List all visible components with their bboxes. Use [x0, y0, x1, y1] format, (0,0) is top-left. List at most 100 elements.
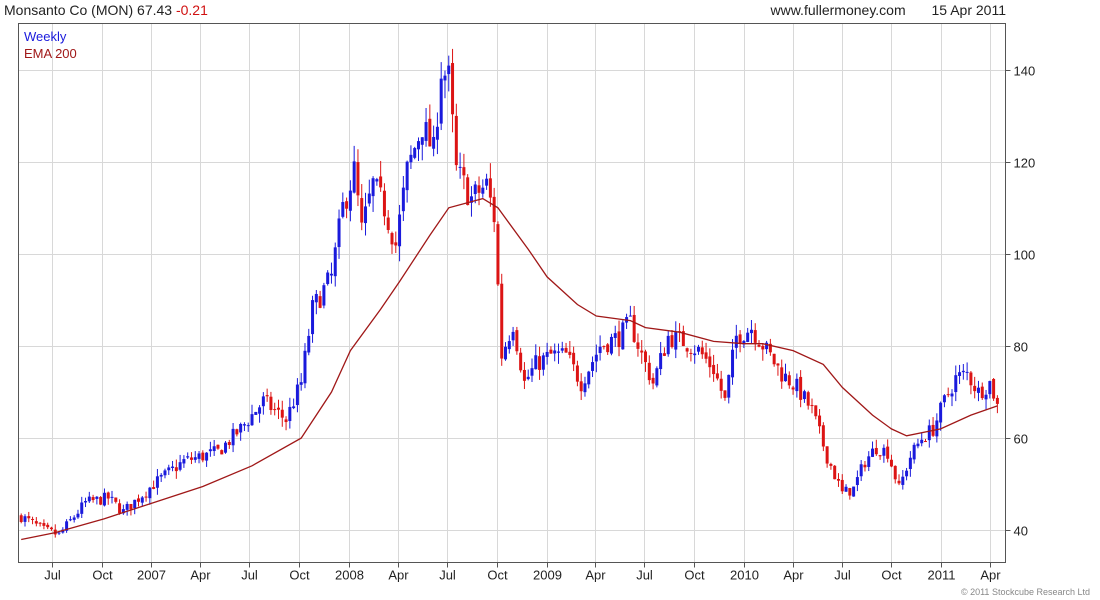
candle: [802, 389, 806, 403]
candle: [424, 108, 428, 147]
candle: [753, 323, 757, 351]
candle: [454, 103, 458, 171]
candle: [311, 295, 315, 343]
symbol-price: Monsanto Co (MON) 67.43: [4, 2, 173, 18]
candle: [492, 187, 496, 233]
candle: [23, 514, 27, 527]
candle: [575, 360, 579, 387]
x-tick-label: Oct: [92, 568, 113, 583]
candle: [152, 480, 156, 490]
candle: [189, 452, 193, 465]
candle: [761, 343, 765, 361]
candle: [840, 474, 844, 494]
candle: [110, 490, 114, 504]
candle: [916, 438, 920, 449]
candle: [795, 373, 799, 398]
candle: [288, 397, 292, 429]
candle: [889, 454, 893, 468]
y-axis: 40 60 80 100 120 140: [1005, 64, 1036, 539]
candle: [65, 519, 69, 533]
candle: [946, 387, 950, 398]
legend-weekly: Weekly: [24, 29, 67, 44]
candle: [935, 413, 939, 443]
candle: [908, 451, 912, 477]
candle: [810, 398, 814, 414]
source-site: www.fullermoney.com: [770, 2, 906, 18]
candle: [500, 273, 504, 366]
candle: [435, 112, 439, 155]
ema-200-line: [21, 197, 998, 541]
candle: [91, 494, 95, 503]
candle: [965, 362, 969, 381]
candle: [413, 146, 417, 160]
x-tick-label: Oct: [487, 568, 508, 583]
candle: [239, 422, 243, 441]
candle: [992, 378, 996, 401]
candle: [254, 411, 258, 415]
candle: [942, 394, 946, 408]
candle: [167, 464, 171, 475]
candle: [416, 137, 420, 161]
candle: [246, 422, 250, 432]
candle: [398, 204, 402, 262]
copyright-notice: © 2011 Stockcube Research Ltd: [960, 587, 1090, 597]
candle: [920, 432, 924, 447]
candle: [731, 339, 735, 385]
candle: [481, 179, 485, 198]
candle: [197, 451, 201, 464]
candle: [927, 419, 931, 448]
candle: [193, 451, 197, 463]
candle: [784, 363, 788, 382]
candle: [307, 328, 311, 356]
candle: [583, 376, 587, 397]
candle: [821, 422, 825, 452]
candle: [140, 495, 144, 507]
candle: [825, 446, 829, 468]
candle: [352, 145, 356, 194]
candle: [606, 343, 610, 355]
candle: [719, 370, 723, 399]
candle: [954, 365, 958, 402]
chart-title: Monsanto Co (MON) 67.43 -0.21: [4, 2, 208, 18]
x-tick-label: Jul: [636, 568, 653, 583]
x-tick-label: Jul: [439, 568, 456, 583]
candle: [114, 497, 118, 504]
candle: [700, 340, 704, 359]
candle: [314, 289, 318, 315]
candle: [852, 486, 856, 497]
candle: [613, 325, 617, 347]
candle: [42, 519, 46, 530]
candle: [299, 373, 303, 391]
candle: [208, 441, 212, 457]
candle: [511, 326, 515, 346]
candle: [451, 48, 455, 133]
candle: [984, 389, 988, 410]
x-tick-label: Jul: [241, 568, 258, 583]
candle: [704, 342, 708, 364]
candle: [53, 524, 57, 538]
candle: [973, 376, 977, 399]
candle: [961, 364, 965, 380]
candle: [878, 454, 882, 460]
candle: [34, 517, 38, 527]
candle: [102, 488, 106, 507]
x-tick-label: 2007: [137, 568, 166, 583]
candle: [231, 422, 235, 453]
y-tick-label: 120: [1014, 156, 1036, 171]
candle: [715, 363, 719, 381]
candle: [367, 179, 371, 207]
candle: [776, 363, 780, 376]
legend-ema-200: EMA 200: [24, 46, 77, 61]
candle: [655, 366, 659, 388]
candle: [647, 355, 651, 385]
candle: [382, 183, 386, 226]
candle: [144, 491, 148, 502]
candle: [348, 180, 352, 222]
candle: [420, 137, 424, 161]
candle: [38, 522, 42, 527]
candle: [118, 499, 122, 515]
candle: [295, 378, 299, 413]
candle: [871, 441, 875, 458]
candle: [632, 305, 636, 343]
candle: [428, 104, 432, 147]
